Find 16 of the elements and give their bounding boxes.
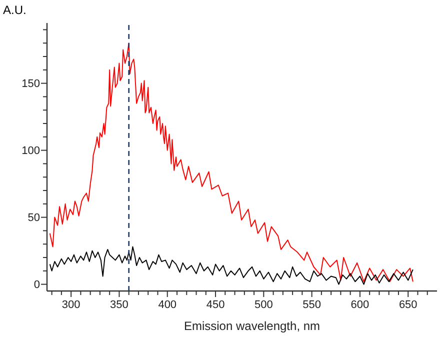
y-tick-label: 0 <box>34 278 40 291</box>
line-series <box>49 42 414 282</box>
y-tick-label: 100 <box>22 144 40 157</box>
x-tick-label: 450 <box>206 298 225 311</box>
x-tick-label: 550 <box>302 298 321 311</box>
x-axis-title: Emission wavelength, nm <box>184 319 320 333</box>
line-series <box>49 246 414 285</box>
y-axis-title: A.U. <box>3 3 26 17</box>
x-tick-label: 350 <box>110 298 128 311</box>
x-tick-label: 650 <box>398 298 418 311</box>
y-tick-label: 150 <box>22 78 40 90</box>
x-tick-label: 600 <box>350 298 370 311</box>
x-tick-label: 300 <box>62 298 80 311</box>
x-tick-label: 400 <box>158 298 177 311</box>
y-tick-label: 50 <box>28 212 40 224</box>
x-tick-label: 500 <box>254 298 273 311</box>
